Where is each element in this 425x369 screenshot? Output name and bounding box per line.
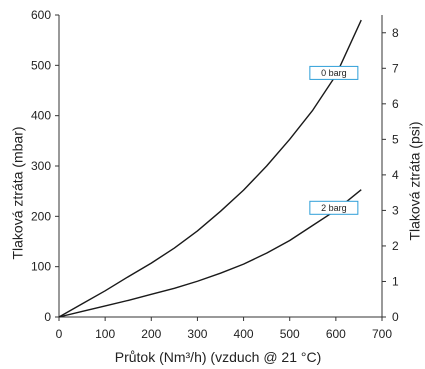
y2-tick-label: 2 bbox=[392, 239, 399, 253]
x-tick-label: 400 bbox=[234, 327, 254, 341]
series-label-box bbox=[309, 200, 359, 215]
y-tick-label: 0 bbox=[44, 310, 51, 324]
y-tick-label: 100 bbox=[31, 260, 51, 274]
series-lines bbox=[58, 19, 362, 318]
y2-tick-label: 0 bbox=[392, 310, 399, 324]
y-tick-label: 600 bbox=[31, 8, 51, 22]
x-tick-label: 700 bbox=[372, 327, 392, 341]
series-line-0 bbox=[58, 19, 362, 318]
y2-tick-label: 6 bbox=[392, 97, 399, 111]
y2-tick-label: 7 bbox=[392, 61, 399, 75]
y-tick-label: 400 bbox=[31, 109, 51, 123]
y2-tick-label: 8 bbox=[392, 26, 399, 40]
x-tick-label: 500 bbox=[280, 327, 300, 341]
y2-tick-label: 5 bbox=[392, 132, 399, 146]
plot-frame bbox=[58, 15, 383, 318]
x-tick-label: 300 bbox=[187, 327, 207, 341]
series-label-1: 2 barg bbox=[309, 200, 359, 215]
y-axis-ticks: 0 100 200 300 400 500 600 bbox=[31, 8, 59, 324]
y2-axis-title: Tlaková ztráta (psi) bbox=[407, 121, 423, 240]
y2-tick-label: 1 bbox=[392, 274, 399, 288]
series-label-text: 0 barg bbox=[321, 68, 347, 78]
x-tick-label: 200 bbox=[141, 327, 161, 341]
y2-tick-label: 4 bbox=[392, 168, 399, 182]
x-tick-label: 600 bbox=[326, 327, 346, 341]
y-axis-title: Tlaková ztráta (mbar) bbox=[10, 126, 26, 259]
x-axis-ticks: 0 100 200 300 400 500 600 700 bbox=[56, 317, 392, 341]
y-tick-label: 300 bbox=[31, 159, 51, 173]
x-tick-label: 0 bbox=[56, 327, 63, 341]
y-tick-label: 200 bbox=[31, 209, 51, 223]
series-labels: 0 barg 2 barg bbox=[309, 65, 359, 215]
y2-axis-ticks: 0 1 2 3 4 5 6 7 8 bbox=[382, 26, 399, 324]
x-axis-title: Průtok (Nm³/h) (vzduch @ 21 °C) bbox=[115, 349, 322, 365]
series-label-0: 0 barg bbox=[309, 65, 359, 80]
y2-tick-label: 3 bbox=[392, 203, 399, 217]
series-label-text: 2 barg bbox=[321, 203, 347, 213]
series-line-1 bbox=[58, 189, 362, 318]
series-label-box bbox=[309, 65, 359, 80]
y-tick-label: 500 bbox=[31, 58, 51, 72]
x-tick-label: 100 bbox=[95, 327, 115, 341]
